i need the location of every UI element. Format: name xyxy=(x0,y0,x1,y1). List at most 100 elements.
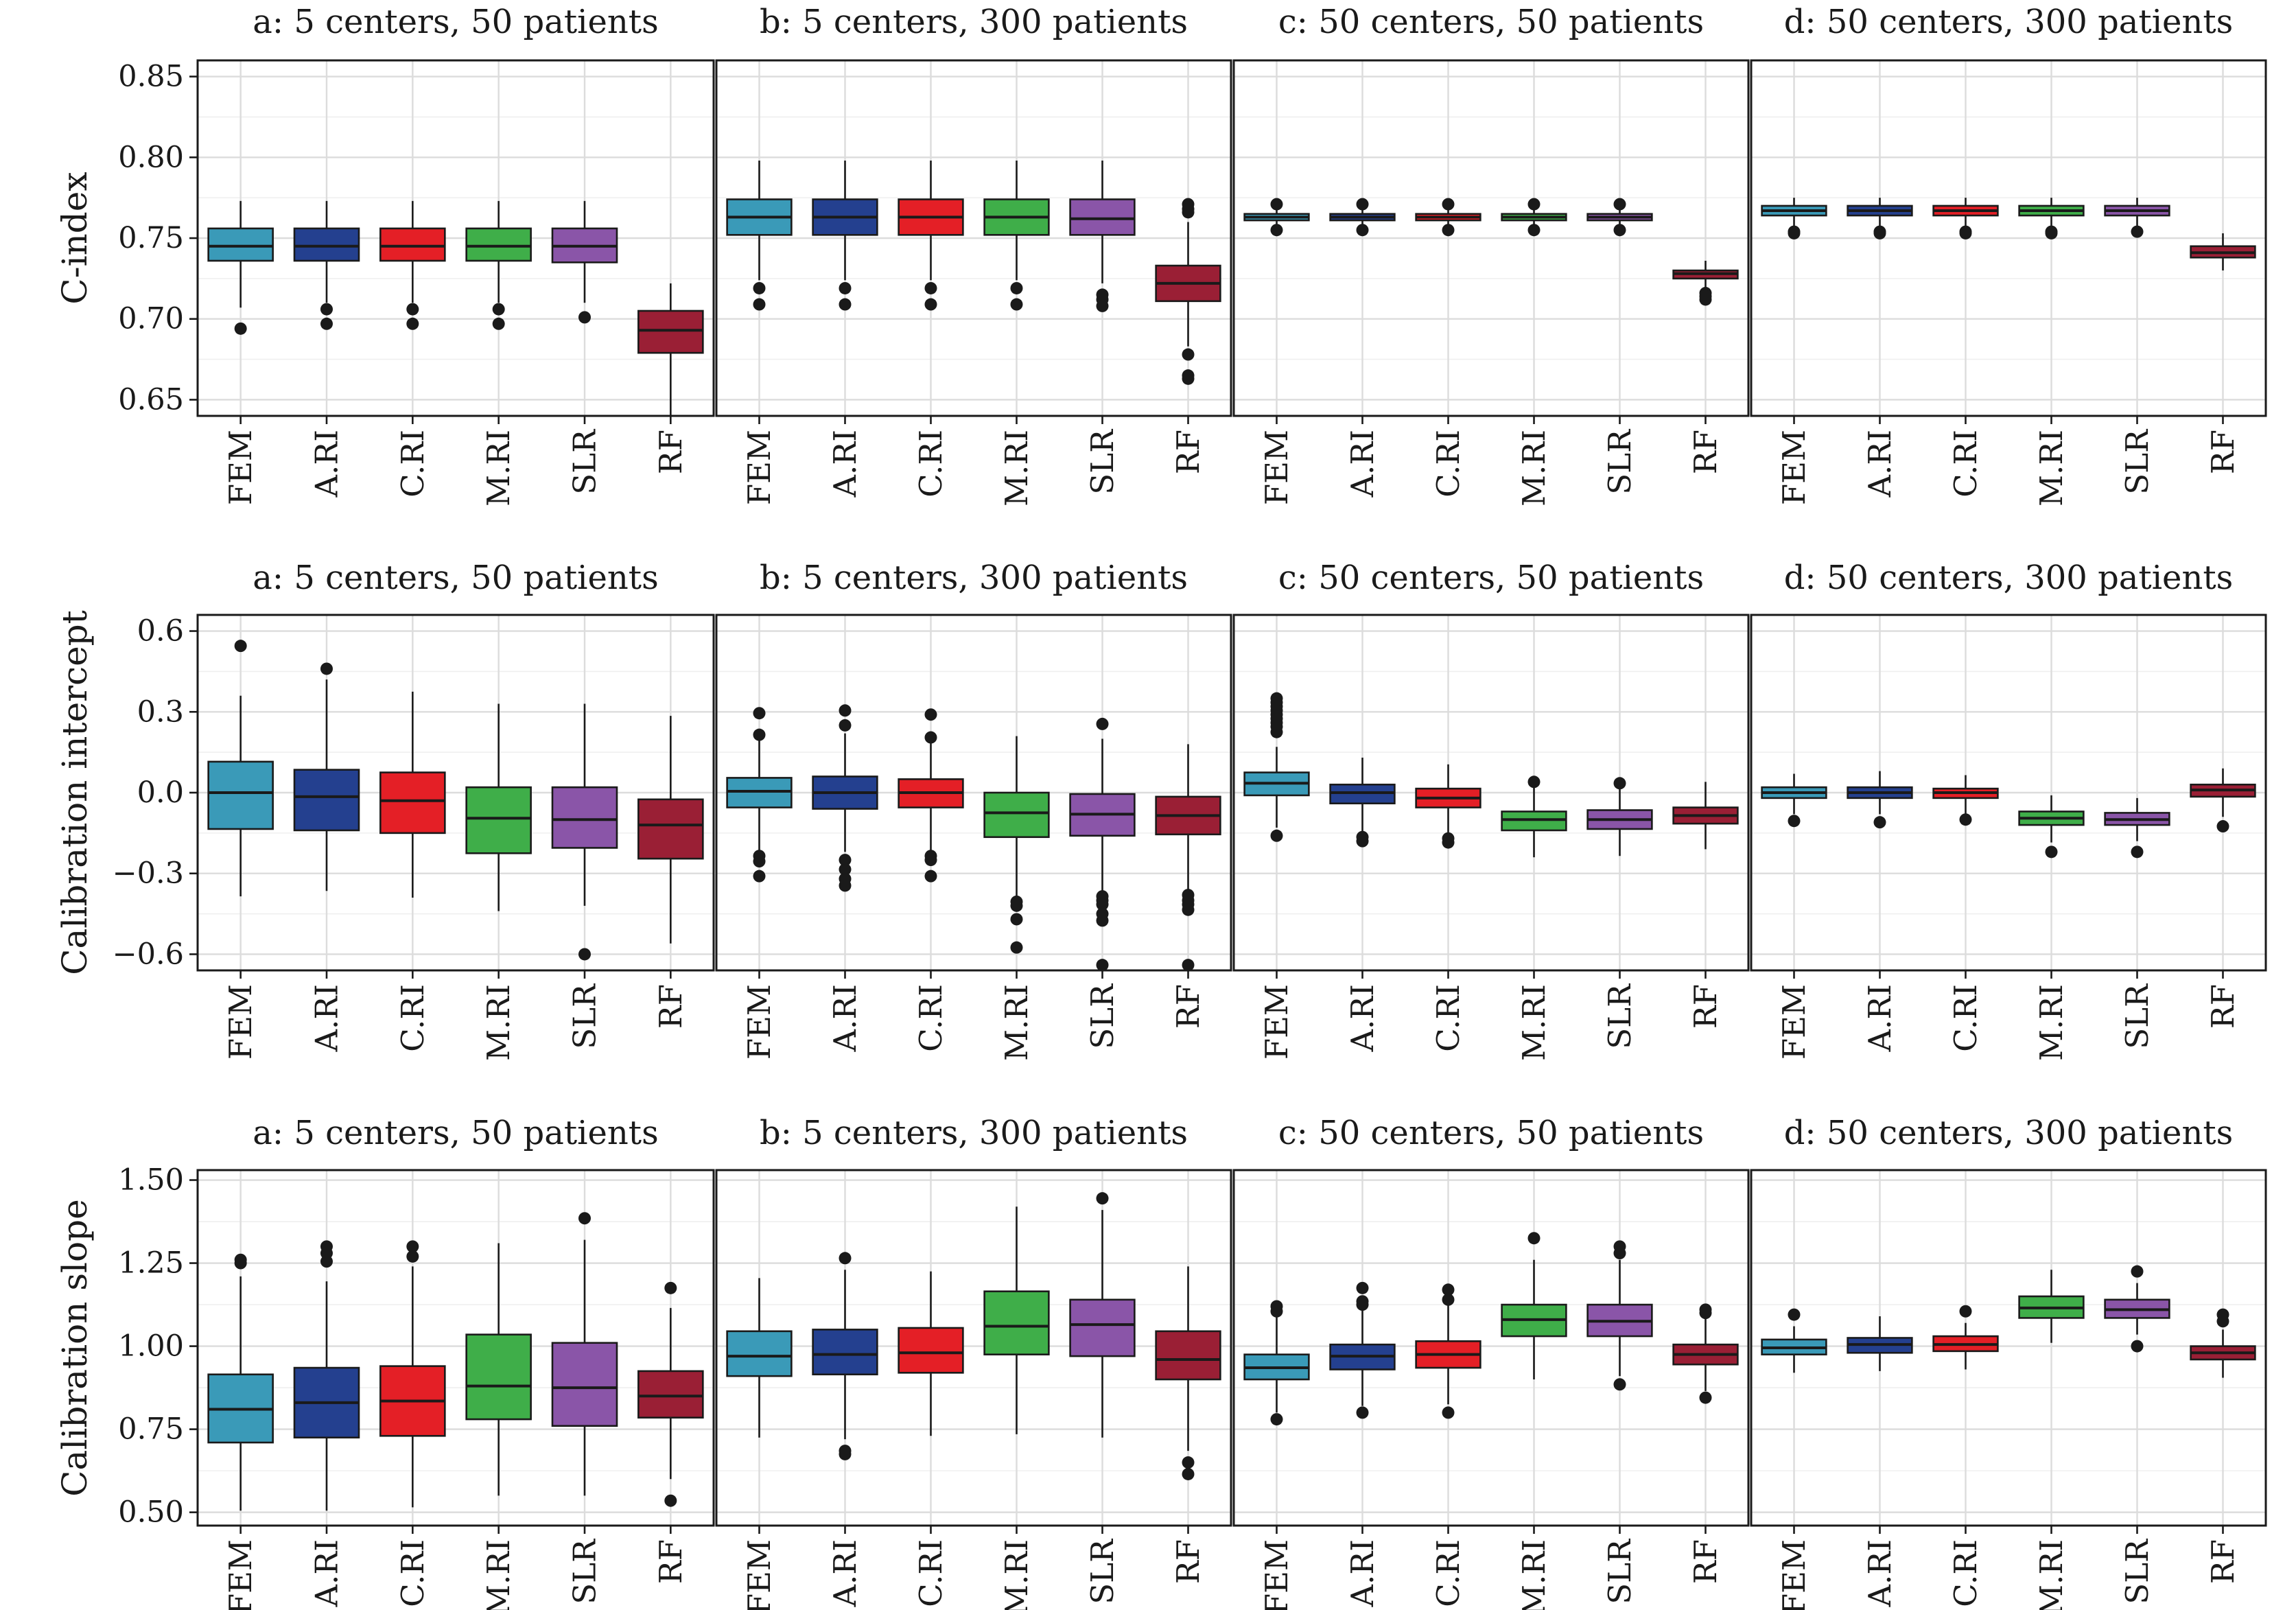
x-tick-label: C.RI xyxy=(913,984,949,1052)
panel-0-1: FEM A.RI C.RI M.RI SLR RF b: 5 centers, 300 pa… xyxy=(715,3,1232,506)
x-tick-label: A.RI xyxy=(827,984,863,1052)
x-tick-label: RF xyxy=(2205,1539,2241,1584)
outlier-point xyxy=(924,281,937,294)
x-tick-label: RF xyxy=(1687,1539,1724,1584)
iqr-box xyxy=(379,227,446,262)
outlier-point xyxy=(753,855,766,868)
iqr-box xyxy=(293,227,360,262)
outlier-point xyxy=(1096,717,1109,730)
x-tick-label: C.RI xyxy=(1430,984,1466,1052)
outlier-point xyxy=(234,640,247,653)
outlier-point xyxy=(1613,198,1626,211)
outlier-point xyxy=(1096,959,1109,972)
outlier-point xyxy=(1356,835,1369,848)
outlier-point xyxy=(2045,845,2058,859)
x-tick-label: M.RI xyxy=(998,430,1035,506)
x-tick-label: SLR xyxy=(567,429,603,495)
panel-title: c: 50 centers, 50 patients xyxy=(1278,3,1704,41)
outlier-point xyxy=(1442,836,1455,849)
outlier-point xyxy=(924,870,937,883)
x-tick-label: RF xyxy=(653,430,689,474)
outlier-point xyxy=(839,719,852,732)
box-C.RI xyxy=(1932,775,1999,826)
panel-title: c: 50 centers, 50 patients xyxy=(1278,559,1704,597)
outlier-point xyxy=(753,728,766,741)
x-tick-label: FEM xyxy=(222,984,259,1060)
x-tick-label: FEM xyxy=(1776,430,1812,505)
outlier-point xyxy=(924,298,937,311)
panel-title: d: 50 centers, 300 patients xyxy=(1784,559,2234,597)
x-tick-label: M.RI xyxy=(1516,984,1552,1061)
x-tick-label: C.RI xyxy=(395,1539,431,1607)
x-tick-label: RF xyxy=(2205,430,2241,474)
box-M.RI xyxy=(983,160,1050,311)
y-tick-label: 0.50 xyxy=(118,1495,184,1530)
outlier-point xyxy=(1699,293,1712,306)
x-tick-label: FEM xyxy=(222,430,259,505)
iqr-box xyxy=(551,786,618,849)
outlier-point xyxy=(664,1281,677,1294)
outlier-point xyxy=(1010,899,1023,912)
outlier-point xyxy=(1096,1192,1109,1205)
box-FEM xyxy=(1761,1308,1827,1373)
panel-border xyxy=(1232,59,1750,417)
panel-title: a: 5 centers, 50 patients xyxy=(253,3,658,41)
outlier-point xyxy=(924,708,937,721)
outlier-point xyxy=(839,879,852,892)
y-tick-label: 0.65 xyxy=(118,382,184,417)
outlier-point xyxy=(234,322,247,335)
panel-title: b: 5 centers, 300 patients xyxy=(760,3,1188,41)
box-SLR xyxy=(1069,717,1136,972)
iqr-box xyxy=(207,227,274,262)
iqr-box xyxy=(637,1370,704,1419)
outlier-point xyxy=(1356,1406,1369,1419)
box-A.RI xyxy=(1847,1316,1913,1371)
outlier-point xyxy=(1270,198,1283,211)
x-tick-label: SLR xyxy=(2119,429,2155,495)
y-tick-label: 0.75 xyxy=(118,221,184,255)
box-FEM xyxy=(1761,198,1827,240)
box-SLR xyxy=(2104,198,2170,238)
box-SLR xyxy=(551,1212,618,1496)
panel-title: d: 50 centers, 300 patients xyxy=(1784,3,2234,41)
panel-background xyxy=(196,1169,715,1527)
box-RF xyxy=(2190,233,2256,271)
iqr-box xyxy=(1069,198,1136,236)
y-tick-label: 0.80 xyxy=(118,140,184,174)
outlier-point xyxy=(1442,1406,1455,1419)
x-tick-label: SLR xyxy=(567,1539,603,1605)
box-RF xyxy=(1672,260,1739,306)
outlier-point xyxy=(1270,224,1283,237)
panel-border xyxy=(715,59,1232,417)
outlier-point xyxy=(1613,1247,1626,1260)
y-tick-label: 1.00 xyxy=(118,1329,184,1364)
panel-2-3: FEM A.RI C.RI M.RI SLR RF d: 50 centers, 300 p… xyxy=(1750,1114,2267,1610)
outlier-point xyxy=(320,662,333,675)
x-tick-label: RF xyxy=(1170,984,1206,1029)
outlier-point xyxy=(2131,1265,2144,1278)
box-A.RI xyxy=(293,200,360,330)
x-tick-label: SLR xyxy=(1602,1539,1638,1605)
box-C.RI xyxy=(379,1240,446,1508)
box-M.RI xyxy=(2018,1270,2085,1343)
panel-2-0: FEM A.RI C.RI M.RI SLR RF 0.50 0.75 1.00 1.25 1.50… xyxy=(55,1114,715,1610)
outlier-point xyxy=(1442,1293,1455,1306)
outlier-point xyxy=(2131,845,2144,859)
x-tick-label: FEM xyxy=(741,1539,777,1610)
iqr-box xyxy=(465,786,532,854)
iqr-box xyxy=(983,1290,1050,1355)
outlier-point xyxy=(1356,224,1369,237)
box-M.RI xyxy=(983,1206,1050,1434)
outlier-point xyxy=(2216,1315,2229,1328)
outlier-point xyxy=(2131,225,2144,238)
outlier-point xyxy=(1356,1281,1369,1294)
x-tick-label: SLR xyxy=(1602,983,1638,1049)
box-A.RI xyxy=(812,1252,878,1460)
outlier-point xyxy=(1959,1305,1972,1318)
outlier-point xyxy=(1096,914,1109,927)
box-SLR xyxy=(1586,777,1653,856)
outlier-point xyxy=(1613,224,1626,237)
outlier-point xyxy=(320,303,333,316)
x-tick-label: C.RI xyxy=(1947,1539,1984,1607)
panel-title: b: 5 centers, 300 patients xyxy=(760,559,1188,597)
